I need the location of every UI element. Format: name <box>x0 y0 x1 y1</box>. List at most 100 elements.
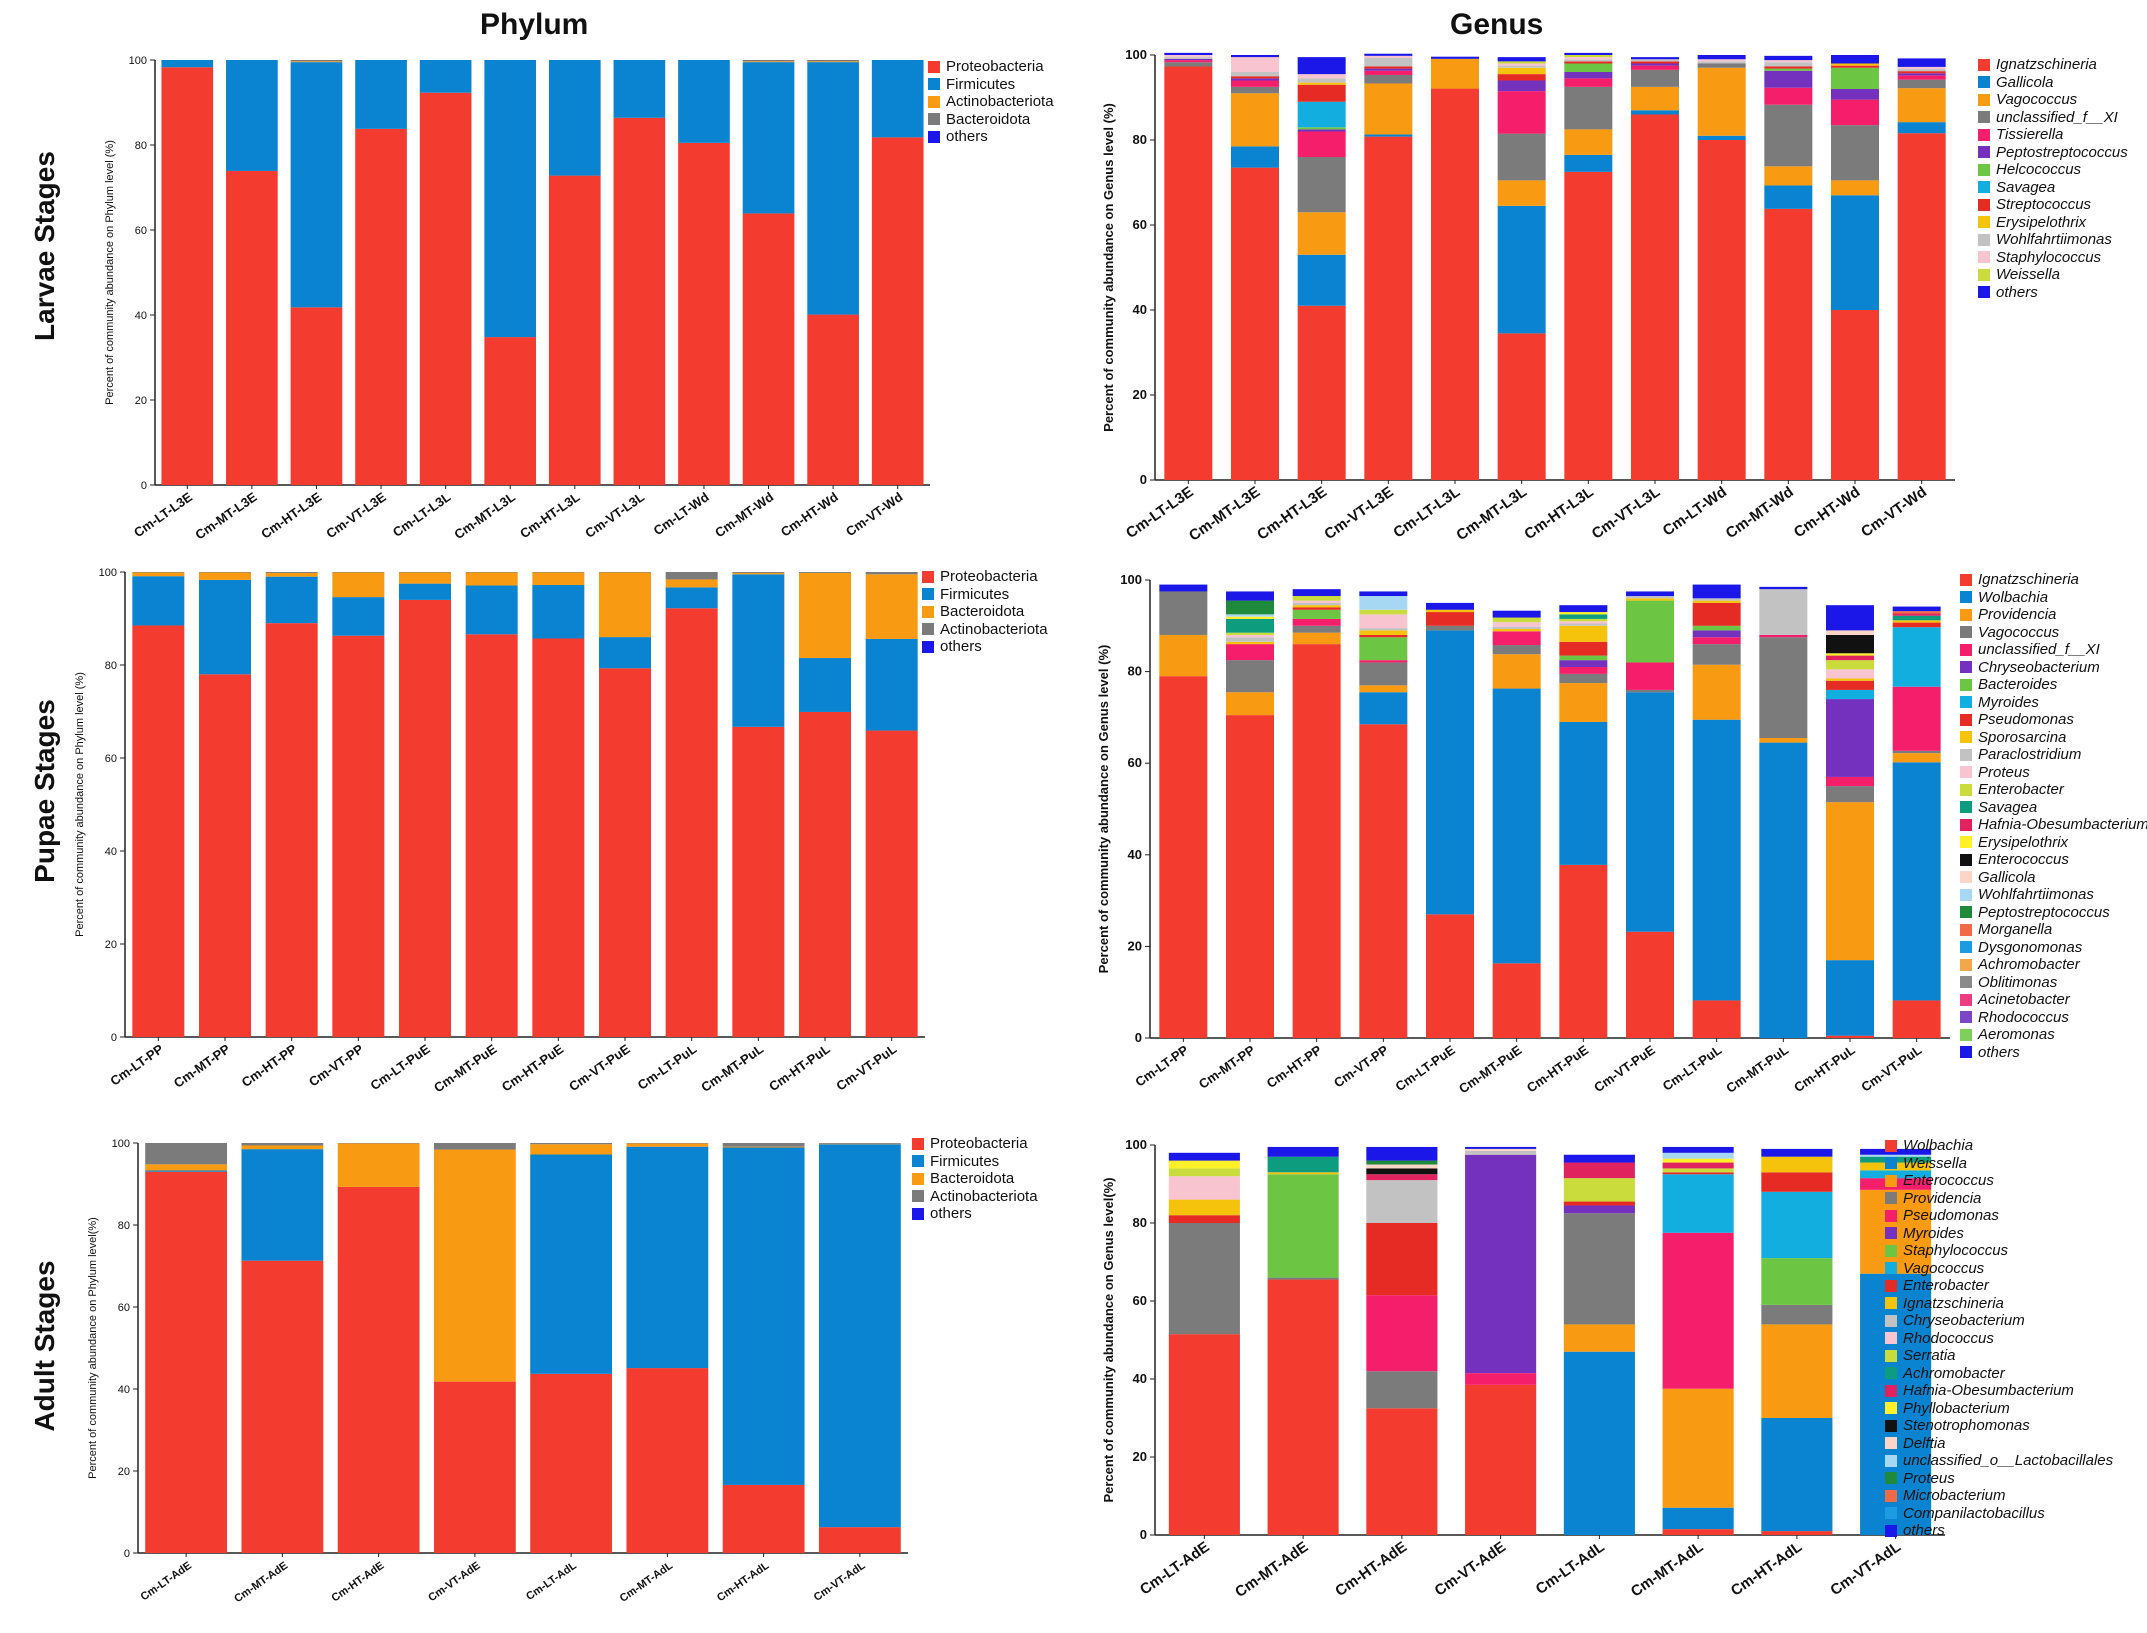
bar-segment-wolbachia <box>1693 720 1741 1001</box>
x-tick-label: Cm-HT-AdE <box>1332 1538 1410 1600</box>
legend-item: Aeromonas <box>1960 1026 2147 1044</box>
legend-label: Enterobacter <box>1903 1277 1989 1294</box>
bar-segment-others <box>1631 57 1679 59</box>
bar-segment-ignatzschineria <box>1293 644 1341 1038</box>
bar-stack <box>1493 611 1541 1038</box>
bar-segment-firmicutes <box>199 580 251 674</box>
legend-swatch <box>1885 1507 1897 1519</box>
bar-stack <box>872 60 924 485</box>
legend-item: Actinobacteriota <box>922 621 1048 639</box>
bar-segment-providencia <box>1759 738 1807 743</box>
bar-segment-firmicutes <box>530 1154 612 1373</box>
bar-segment-proteobacteria <box>732 727 784 1037</box>
bar-segment-others <box>1268 1147 1339 1157</box>
bar-segment-bacteroidota <box>866 574 918 639</box>
legend-label: Actinobacteriota <box>940 621 1048 638</box>
bar-segment-enterobacter <box>1169 1215 1240 1223</box>
bar-segment-hafnia-obesumbacterium <box>1826 656 1874 661</box>
bar-segment-actinobacteriota <box>866 572 918 574</box>
legend-item: Firmicutes <box>922 586 1048 604</box>
legend-item: Streptococcus <box>1978 196 2128 214</box>
bar-segment-wolbachia <box>1268 1280 1339 1535</box>
bar-segment-unclassified-f-xi <box>1826 777 1874 786</box>
bar-segment-others <box>1764 56 1812 60</box>
legend-swatch <box>1960 836 1972 848</box>
legend-label: Ignatzschineria <box>1996 56 2097 73</box>
bar-stack <box>1564 1155 1635 1535</box>
y-axis-label: Percent of community abundance on Phylum… <box>87 1217 99 1479</box>
legend-item: Tissierella <box>1978 126 2128 144</box>
legend-swatch <box>1885 1455 1897 1467</box>
bar-segment-proteus <box>1226 635 1274 637</box>
legend-swatch <box>1960 749 1972 761</box>
legend-swatch <box>1885 1262 1897 1274</box>
bar-stack <box>434 1143 516 1553</box>
bar-segment-streptococcus <box>1831 66 1879 68</box>
bar-segment-bacteroidota <box>145 1164 227 1170</box>
legend-swatch <box>1885 1140 1897 1152</box>
bar-segment-proteobacteria <box>145 1172 227 1553</box>
legend-swatch <box>1978 251 1990 263</box>
legend-label: Ignatzschineria <box>1903 1295 2004 1312</box>
legend-item: Proteus <box>1885 1470 2113 1488</box>
legend-item: Companilactobacillus <box>1885 1505 2113 1523</box>
bar-segment-pseudomonas <box>1893 623 1941 628</box>
legend-item: Chryseobacterium <box>1960 659 2147 677</box>
bar-segment-vagococcus <box>1831 180 1879 195</box>
bar-segment-wolbachia <box>1559 722 1607 865</box>
bar-segment-ignatzschineria <box>1626 932 1674 1038</box>
bar-segment-wohlfahrtiimonas <box>1498 66 1546 68</box>
bar-segment-proteobacteria <box>132 625 184 1037</box>
legend-label: others <box>940 638 982 655</box>
legend-swatch <box>928 61 940 73</box>
bar-stack <box>332 572 384 1037</box>
bar-segment-proteobacteria <box>226 171 278 485</box>
bar-segment-ignatzschineria <box>1498 333 1546 480</box>
legend-item: Bacteroidota <box>922 603 1048 621</box>
bar-segment-wolbachia <box>1493 689 1541 964</box>
bar-stack <box>466 572 518 1037</box>
legend-item: others <box>1960 1044 2147 1062</box>
bar-segment-enterobacter <box>1559 619 1607 621</box>
legend-label: others <box>1978 1044 2020 1061</box>
bar-segment-chryseobacterium <box>1826 699 1874 777</box>
legend-item: others <box>922 638 1048 656</box>
bar-segment-stenotrophomonas <box>1366 1168 1437 1174</box>
bar-stack <box>1293 589 1341 1038</box>
legend-label: Pseudomonas <box>1978 711 2074 728</box>
bar-segment-erysipelothrix <box>1559 612 1607 614</box>
bar-segment-vagococcus <box>1493 645 1541 654</box>
bar-segment-ignatzschineria <box>1431 89 1479 480</box>
bar-segment-bacteroides <box>1359 637 1407 660</box>
y-tick-label: 0 <box>124 1548 130 1560</box>
bar-segment-helcococcus <box>1764 69 1812 71</box>
bar-segment-peptostreptococcus <box>1498 81 1546 92</box>
legend-item: Erysipelothrix <box>1960 834 2147 852</box>
bar-segment-peptostreptococcus <box>1226 601 1274 615</box>
bar-segment-proteus <box>1826 669 1874 678</box>
bar-segment-others <box>1366 1147 1437 1161</box>
bar-segment-proteobacteria <box>530 1374 612 1553</box>
bar-segment-erysipelothrix <box>1298 83 1346 85</box>
bar-segment-sporosarcina <box>1359 630 1407 635</box>
bar-segment-others <box>1898 58 1946 67</box>
bar-segment-peptostreptococcus <box>1631 64 1679 66</box>
legend-swatch <box>922 641 934 653</box>
legend-item: Weissella <box>1978 266 2128 284</box>
legend-item: others <box>912 1205 1038 1223</box>
bar-segment-peptostreptococcus <box>1564 72 1612 78</box>
legend-label: Weissella <box>1903 1155 1967 1172</box>
x-tick-label: Cm-LT-Wd <box>1660 483 1730 539</box>
bar-segment-vagococcus <box>1431 59 1479 89</box>
legend-swatch <box>1960 609 1972 621</box>
bar-segment-vagococcus <box>1564 129 1612 155</box>
bar-segment-vagococcus <box>1898 88 1946 122</box>
x-tick-label: Cm-MT-L3E <box>1186 483 1263 544</box>
bar-segment-unclassified-f-xi <box>1764 105 1812 167</box>
bar-segment-unclassified-f-xi <box>1359 660 1407 662</box>
bar-stack <box>1631 57 1679 480</box>
legend-swatch <box>1978 234 1990 246</box>
bar-segment-firmicutes <box>420 60 472 93</box>
